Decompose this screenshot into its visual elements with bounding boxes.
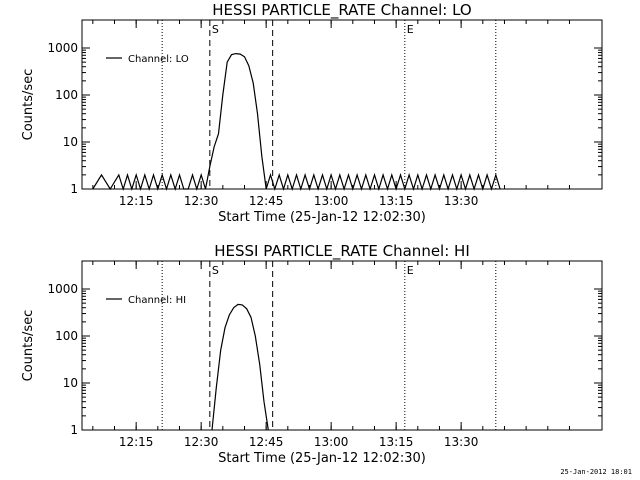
panel2-x-tick-label: 12:15 [119,435,154,449]
panel2-marker-label: E [407,264,414,277]
panel1-y-tick-label: 100 [55,88,78,102]
panel2-x-tick-label: 13:15 [379,435,414,449]
panel2-y-tick-label: 10 [63,376,78,390]
panel1-title: HESSI PARTICLE_RATE Channel: LO [212,1,471,20]
panel1-x-tick-label: 12:15 [119,194,154,208]
panel2-title: HESSI PARTICLE_RATE Channel: HI [214,242,470,261]
panel1-x-tick-label: 13:30 [444,194,479,208]
panel2-x-tick-label: 13:00 [314,435,349,449]
panel2-plot-frame [81,260,603,431]
panel1-marker-label: E [407,23,414,36]
panel1-y-tick-label: 1 [70,182,78,196]
panel2-series-line [211,303,269,431]
panel1-y-tick-label: 10 [63,135,78,149]
panel2-y-axis-label: Counts/sec [21,310,36,382]
panel1-series-line [92,52,501,192]
panel1-x-axis-label: Start Time (25-Jan-12 12:02:30) [218,210,426,225]
panel2-marker-label: S [212,264,219,277]
panel2-x-tick-label: 12:45 [249,435,284,449]
timestamp: 25-Jan-2012 18:01 [560,468,632,476]
panel1-plot-frame [81,19,603,190]
panel2-x-tick-label: 13:30 [444,435,479,449]
panel1-x-tick-label: 12:45 [249,194,284,208]
panel1-y-axis-label: Counts/sec [21,69,36,141]
panel2-y-tick-label: 100 [55,329,78,343]
panel1-x-tick-label: 13:15 [379,194,414,208]
panel2-y-tick-label: 1000 [47,282,78,296]
panel2-legend-label: Channel: HI [128,295,186,306]
panel2-x-tick-label: 12:30 [184,435,219,449]
panel1-marker-label: S [212,23,219,36]
panel1-x-tick-label: 13:00 [314,194,349,208]
panel2-x-axis-label: Start Time (25-Jan-12 12:02:30) [218,451,426,466]
panel2-y-tick-label: 1 [70,423,78,437]
panel1-legend-label: Channel: LO [128,54,189,65]
panel1-y-tick-label: 1000 [47,41,78,55]
panel1-x-tick-label: 12:30 [184,194,219,208]
